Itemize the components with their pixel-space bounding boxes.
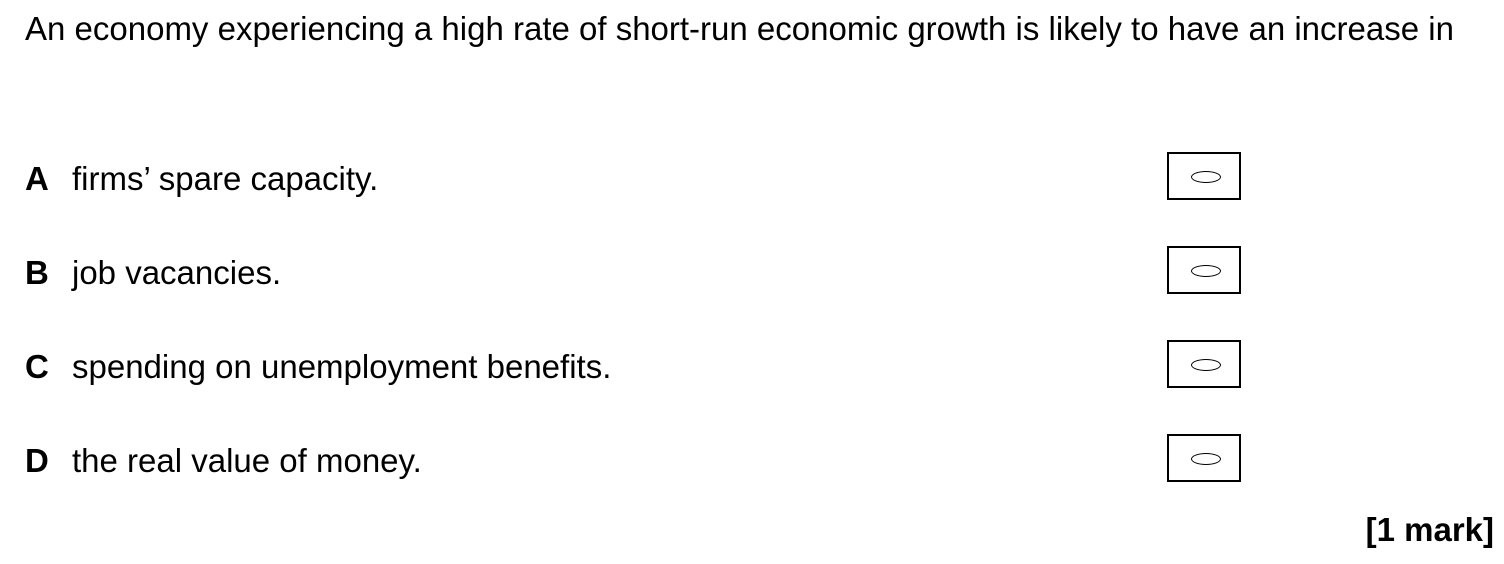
answer-oval-icon <box>1191 265 1221 277</box>
answer-box-c[interactable] <box>1167 340 1241 388</box>
option-text: spending on unemployment benefits. <box>72 348 612 385</box>
answer-oval-icon <box>1191 359 1221 371</box>
option-c: C spending on unemployment benefits. <box>25 340 1265 392</box>
option-text: job vacancies. <box>72 254 282 291</box>
option-letter: C <box>25 348 49 385</box>
option-letter: D <box>25 442 49 479</box>
option-b: B job vacancies. <box>25 246 1265 298</box>
answer-box-a[interactable] <box>1167 152 1241 200</box>
option-text: firms’ spare capacity. <box>72 160 379 197</box>
marks-label: [1 mark] <box>1365 511 1494 548</box>
option-text: the real value of money. <box>72 442 422 479</box>
answer-box-d[interactable] <box>1167 434 1241 482</box>
option-letter: B <box>25 254 49 291</box>
option-a: A firms’ spare capacity. <box>25 152 1265 204</box>
answer-oval-icon <box>1191 171 1221 183</box>
option-d: D the real value of money. <box>25 434 1265 486</box>
answer-box-b[interactable] <box>1167 246 1241 294</box>
answer-oval-icon <box>1191 453 1221 465</box>
option-letter: A <box>25 160 49 197</box>
question-text: An economy experiencing a high rate of s… <box>25 10 1454 47</box>
